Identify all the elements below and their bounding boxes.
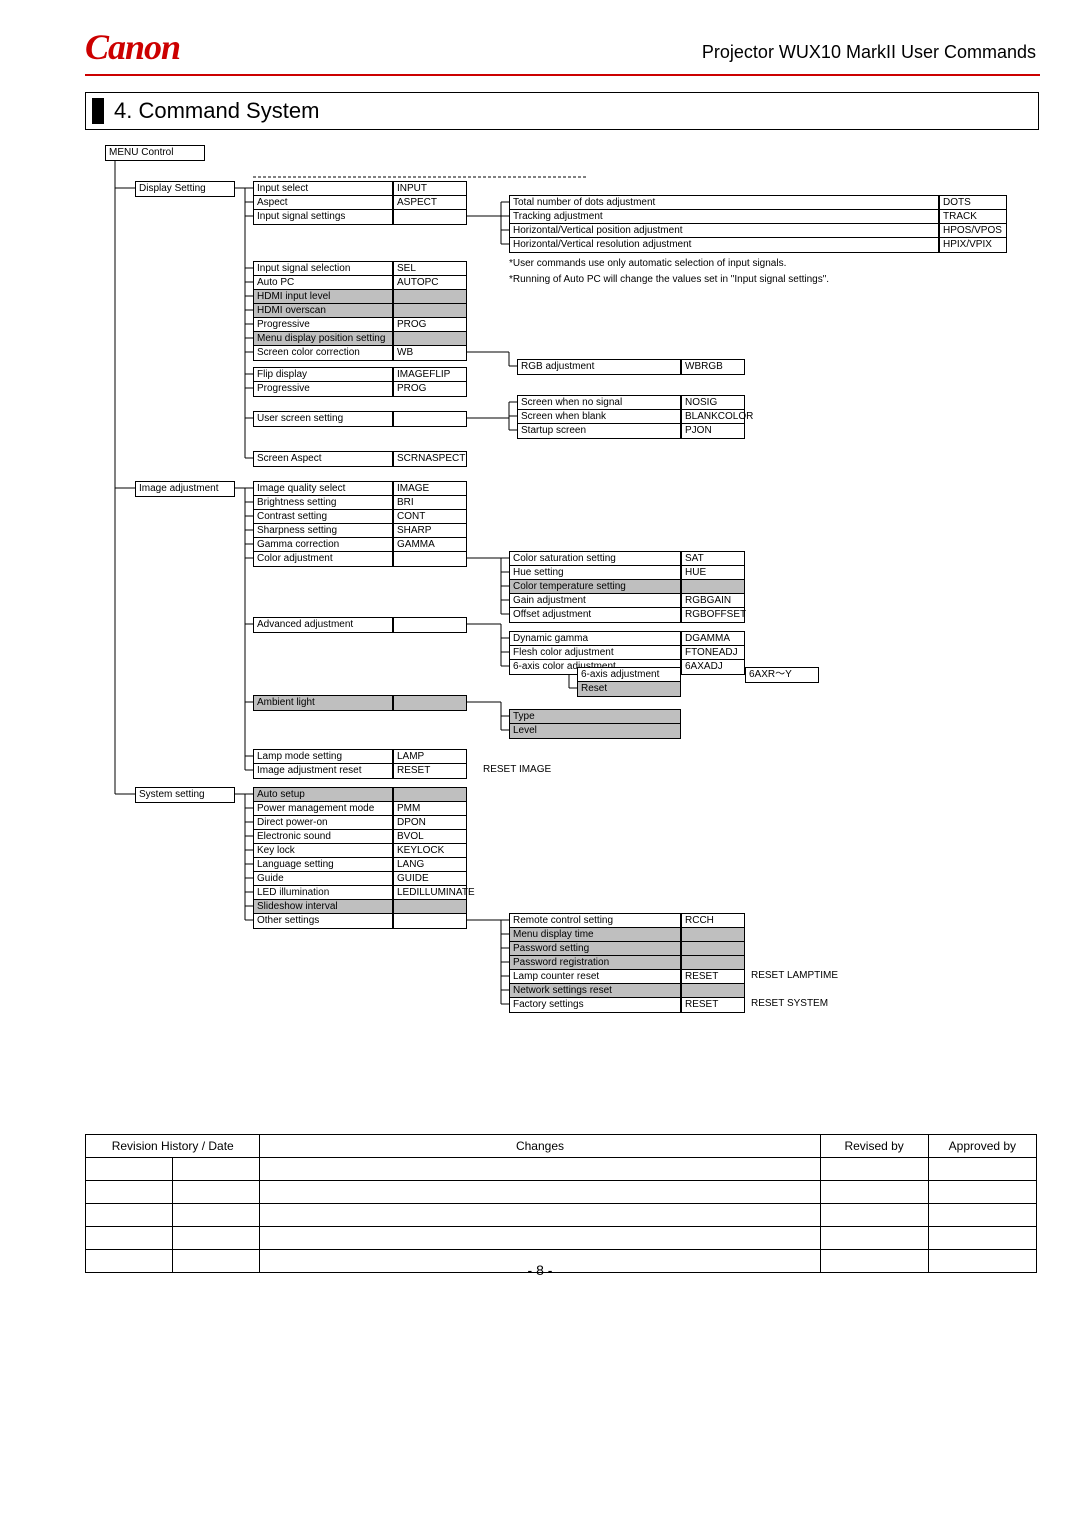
menu-item: Image adjustment reset (253, 763, 393, 779)
menu-item: Advanced adjustment (253, 617, 393, 633)
revision-table: Revision History / Date Changes Revised … (85, 1134, 1037, 1273)
menu-code: SCRNASPECT (393, 451, 467, 467)
menu-item: Progressive (253, 381, 393, 397)
menu-code: RESET (393, 763, 467, 779)
section-box: Display Setting (135, 181, 235, 197)
note-2: *Running of Auto PC will change the valu… (509, 273, 829, 287)
menu-item: User screen setting (253, 411, 393, 427)
reset-image-label: RESET IMAGE (483, 763, 551, 777)
page-number: - 8 - (0, 1262, 1080, 1278)
canon-logo: Canon (85, 26, 180, 68)
doc-title: Projector WUX10 MarkII User Commands (702, 42, 1036, 63)
submenu-item: Startup screen (517, 423, 681, 439)
menu-code (393, 913, 467, 929)
menu-control-root: MENU Control (105, 145, 205, 161)
command-tree-diagram: MENU Control Display Setting Image adjustm… (85, 145, 1045, 1015)
menu-item: Color adjustment (253, 551, 393, 567)
menu-code (393, 617, 467, 633)
sub4-code: 6AXR～Y (745, 667, 819, 683)
submenu-item: Level (509, 723, 681, 739)
note-1: *User commands use only automatic select… (509, 257, 786, 271)
col-changes: Changes (260, 1135, 820, 1158)
sub4-item: Reset (577, 681, 681, 697)
page: Canon Projector WUX10 MarkII User Comman… (0, 0, 1080, 1527)
section-bar (92, 98, 104, 124)
menu-code (393, 209, 467, 225)
revision-header-row: Revision History / Date Changes Revised … (86, 1135, 1037, 1158)
section-box: Image adjustment (135, 481, 235, 497)
menu-item: Input signal settings (253, 209, 393, 225)
menu-item: Other settings (253, 913, 393, 929)
submenu-code: 6AXADJ (681, 659, 745, 675)
submenu-code: PJON (681, 423, 745, 439)
menu-code (393, 695, 467, 711)
section-heading-box: 4. Command System (85, 92, 1039, 130)
menu-code (393, 551, 467, 567)
submenu-item: Factory settings (509, 997, 681, 1013)
menu-item: Ambient light (253, 695, 393, 711)
section-box: System setting (135, 787, 235, 803)
submenu-item: Horizontal/Vertical resolution adjustmen… (509, 237, 939, 253)
submenu-code: RESET (681, 997, 745, 1013)
menu-code (393, 411, 467, 427)
submenu-code: RGBOFFSET (681, 607, 745, 623)
menu-code: PROG (393, 381, 467, 397)
submenu-item: RGB adjustment (517, 359, 681, 375)
menu-item: Screen color correction (253, 345, 393, 361)
menu-code: WB (393, 345, 467, 361)
submenu-code: WBRGB (681, 359, 745, 375)
col-revised-by: Revised by (820, 1135, 928, 1158)
section-title: 4. Command System (114, 98, 319, 124)
submenu-item: Offset adjustment (509, 607, 681, 623)
reset-system-label: RESET SYSTEM (751, 997, 828, 1011)
reset-lamptime-label: RESET LAMPTIME (751, 969, 838, 983)
menu-item: Screen Aspect (253, 451, 393, 467)
col-revision-date: Revision History / Date (86, 1135, 260, 1158)
header: Canon Projector WUX10 MarkII User Comman… (85, 30, 1040, 76)
submenu-code: HPIX/VPIX (939, 237, 1007, 253)
col-approved-by: Approved by (928, 1135, 1036, 1158)
